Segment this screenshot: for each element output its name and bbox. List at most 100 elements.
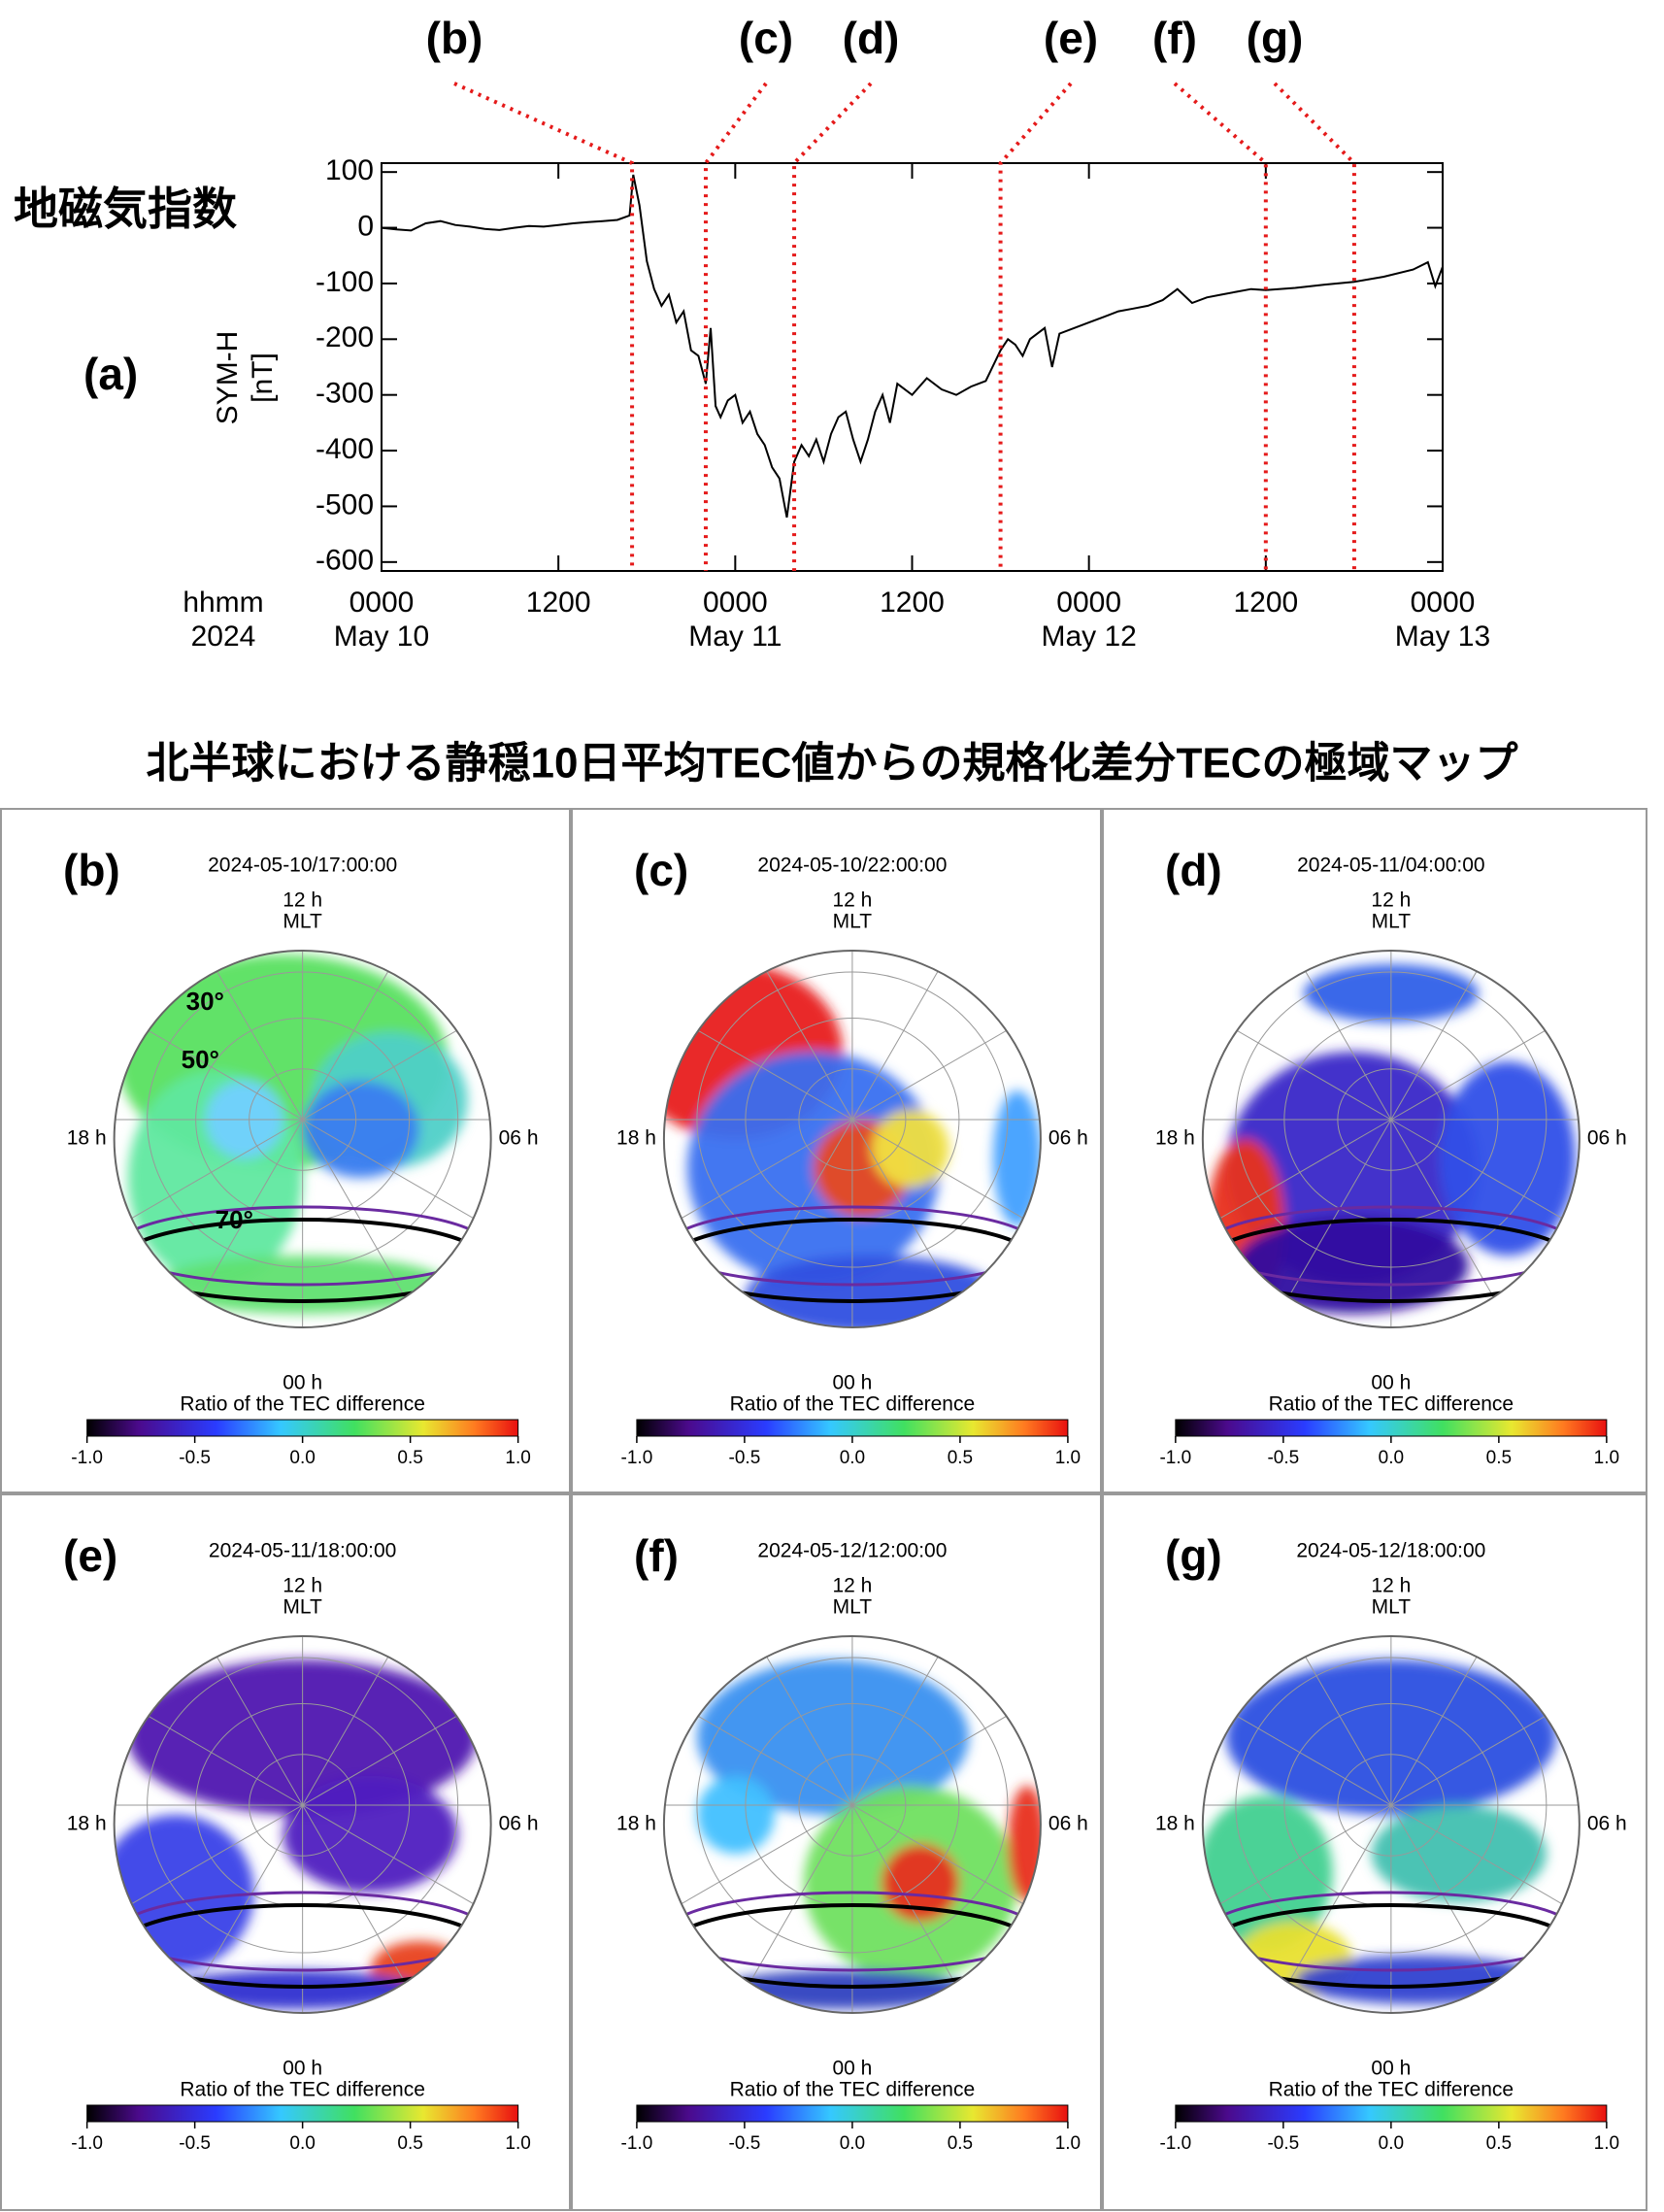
- tec-blob: [716, 1970, 969, 2009]
- panel-time: 2024-05-12/12:00:00: [757, 1540, 947, 1562]
- mlt-right: 06 h: [1048, 1127, 1088, 1150]
- colorbar-tick-label: 1.0: [505, 2133, 530, 2154]
- y-tick-label: -500: [316, 488, 374, 520]
- event-line: [792, 82, 873, 571]
- mlt-unit: MLT: [833, 911, 873, 933]
- panel-label: (e): [63, 1530, 117, 1581]
- colorbar-tick-label: 0.0: [289, 2133, 315, 2154]
- mlt-left: 18 h: [616, 1127, 656, 1150]
- event-label: (c): [739, 13, 793, 63]
- colorbar-tick-label: -1.0: [1159, 2133, 1191, 2154]
- mlt-unit: MLT: [1372, 1596, 1412, 1619]
- colorbar-tick-label: 0.0: [840, 2133, 865, 2154]
- mlt-top: 12 h: [832, 1575, 872, 1597]
- globe-grid: [114, 1636, 491, 2013]
- colorbar-title: Ratio of the TEC difference: [1269, 1393, 1514, 1416]
- globe-rim: [113, 1635, 492, 2014]
- mlt-right: 06 h: [1587, 1813, 1627, 1835]
- colorbar-title: Ratio of the TEC difference: [180, 2079, 425, 2101]
- colorbar-tick-label: 1.0: [505, 1448, 530, 1468]
- mlt-bottom: 00 h: [1371, 1372, 1411, 1394]
- colorbar-tick-label: -0.5: [179, 2133, 211, 2154]
- x-tick-label: 1200: [526, 587, 591, 619]
- y-tick-label: 0: [357, 210, 374, 242]
- mlt-unit: MLT: [833, 1596, 873, 1619]
- tec-blob: [1235, 1217, 1469, 1314]
- panel-time: 2024-05-11/18:00:00: [209, 1540, 396, 1562]
- x-tick-label: 0000: [1411, 587, 1476, 619]
- event-line: [998, 82, 1073, 571]
- mlt-unit: MLT: [1372, 911, 1412, 933]
- index-label: 地磁気指数: [14, 184, 237, 234]
- lon-line: [851, 951, 980, 1121]
- globe-grid: [1202, 951, 1580, 1327]
- panel-frame: [571, 808, 1102, 1493]
- tec-blob: [302, 1081, 419, 1178]
- event-label: (b): [426, 13, 483, 63]
- event-label: (e): [1044, 13, 1098, 63]
- globe-grid: [663, 951, 1041, 1327]
- mlt-top: 12 h: [832, 889, 872, 912]
- mlt-top: 12 h: [283, 889, 322, 912]
- colorbar-tick-label: 0.5: [948, 1448, 973, 1468]
- panel-label: (g): [1165, 1530, 1222, 1581]
- globe-rim: [662, 950, 1042, 1328]
- mlt-right: 06 h: [499, 1813, 539, 1835]
- tec-blob: [1293, 1956, 1547, 2004]
- colorbar-tick-label: 0.5: [1486, 1448, 1512, 1468]
- tec-blob: [1371, 1805, 1547, 1902]
- mlt-bottom: 00 h: [832, 2058, 872, 2080]
- colorbar-tick-label: -0.5: [179, 1448, 211, 1468]
- mlt-right: 06 h: [1048, 1813, 1088, 1835]
- x-axis-label: hhmm: [183, 587, 263, 619]
- lon-line: [725, 951, 853, 1121]
- y-tick-label: -100: [316, 266, 374, 298]
- lon-line: [1264, 951, 1392, 1121]
- colorbar: [1175, 1419, 1608, 1437]
- colorbar-tick-label: 0.5: [948, 2133, 973, 2154]
- y-tick-label: -300: [316, 378, 374, 410]
- lon-line: [1390, 951, 1518, 1121]
- lon-line: [176, 1636, 304, 1806]
- x-tick-date: May 11: [688, 620, 782, 653]
- colorbar-tick-label: 0.0: [840, 1448, 865, 1468]
- globe-grid: [663, 1636, 1041, 2013]
- colorbar-tick-label: 0.5: [397, 2133, 422, 2154]
- panel-frame: [1102, 1493, 1647, 2211]
- colorbar-title: Ratio of the TEC difference: [730, 2079, 976, 2101]
- colorbar-title: Ratio of the TEC difference: [730, 1393, 976, 1416]
- mlt-left: 18 h: [1155, 1127, 1195, 1150]
- tec-blob: [166, 1970, 419, 2009]
- event-line: [453, 82, 635, 571]
- mlt-left: 18 h: [1155, 1813, 1195, 1835]
- colorbar-tick-label: -1.0: [621, 1448, 653, 1468]
- globe-grid: [114, 951, 491, 1327]
- x-tick-label: 0000: [349, 587, 415, 619]
- lon-line: [1264, 1636, 1392, 1806]
- sym-h-line: [381, 174, 1444, 519]
- panel-label: (c): [634, 845, 688, 895]
- tec-blob: [1007, 1786, 1041, 1902]
- lon-line: [725, 1636, 853, 1806]
- mlt-bottom: 00 h: [1371, 2058, 1411, 2080]
- event-line: [703, 82, 768, 571]
- panel-label: (b): [63, 845, 120, 895]
- lon-line: [302, 1636, 430, 1806]
- x-tick-label: 1200: [880, 587, 945, 619]
- colorbar-tick-label: -0.5: [729, 2133, 761, 2154]
- globe-rim: [1201, 950, 1581, 1328]
- colorbar-tick-label: 0.0: [289, 1448, 315, 1468]
- maps-title: 北半球における静穏10日平均TEC値からの規格化差分TECの極域マップ: [147, 740, 1518, 788]
- y-tick-label: -600: [316, 545, 374, 577]
- event-line: [1173, 82, 1268, 571]
- mlt-left: 18 h: [67, 1813, 107, 1835]
- colorbar: [636, 2104, 1069, 2123]
- globe-rim: [662, 1635, 1042, 2014]
- colorbar: [86, 1419, 519, 1437]
- panel-label: (d): [1165, 845, 1222, 895]
- panel-frame: [0, 1493, 571, 2211]
- x-tick-date: May 10: [334, 620, 429, 653]
